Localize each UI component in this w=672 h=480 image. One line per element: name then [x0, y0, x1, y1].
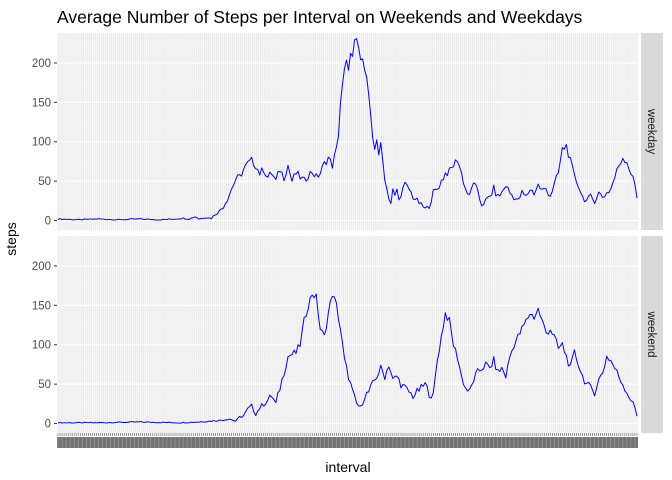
- y-tick-label: 0: [45, 216, 51, 228]
- y-tick-label: 50: [38, 379, 51, 391]
- x-tick-labels-band: [57, 437, 638, 448]
- facets-layer: 0 50 100 150 200 weekday 0 50 100 150 200 weekend: [32, 33, 663, 448]
- y-tick-label: 200: [32, 261, 51, 273]
- x-tick-labels-texture: [57, 437, 636, 448]
- y-tick-label: 150: [32, 97, 51, 109]
- y-tick-label: 200: [32, 58, 51, 70]
- y-tick-label: 0: [45, 419, 51, 431]
- series-line-weekday: [57, 38, 638, 221]
- facet-strip-label: weekday: [645, 108, 657, 155]
- panel-background: [57, 236, 638, 433]
- facet-panel-weekend: 0 50 100 150 200 weekend: [32, 236, 663, 433]
- x-gridlines: [57, 33, 638, 230]
- x-axis-title: interval: [325, 459, 370, 475]
- facet-strip: [641, 33, 663, 230]
- facet-strip-label: weekend: [645, 310, 657, 357]
- x-tick-marks: [57, 433, 638, 436]
- y-tick-label: 100: [32, 137, 51, 149]
- y-tick-label: 150: [32, 300, 51, 312]
- facet-strip: [641, 236, 663, 433]
- y-tick-label: 100: [32, 340, 51, 352]
- series-line-weekend: [57, 293, 638, 424]
- chart-title: Average Number of Steps per Interval on …: [57, 7, 583, 27]
- y-axis-title: steps: [3, 222, 19, 255]
- y-tick-label: 50: [38, 176, 51, 188]
- facet-panel-weekday: 0 50 100 150 200 weekday: [32, 33, 663, 230]
- x-gridlines: [57, 236, 638, 433]
